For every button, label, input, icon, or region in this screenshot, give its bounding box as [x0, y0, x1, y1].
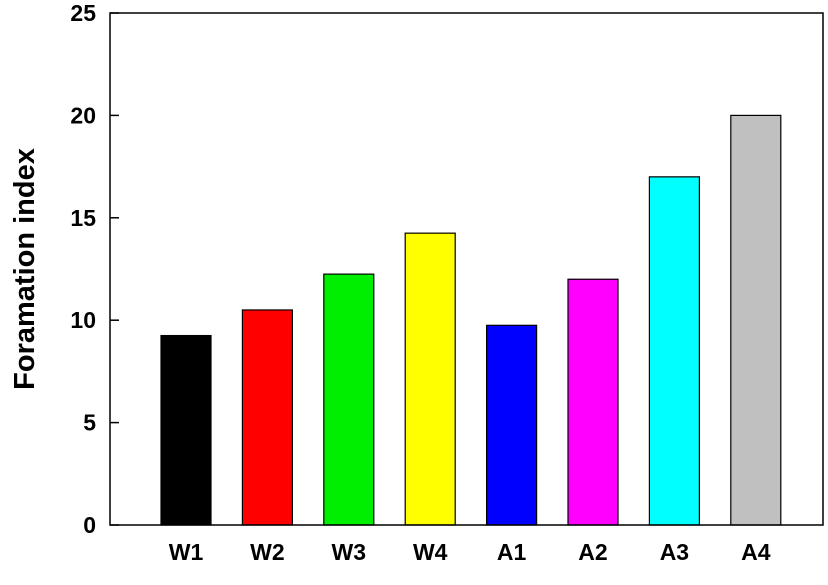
axes-layer — [109, 12, 824, 526]
x-tick-label-w4: W4 — [413, 539, 448, 565]
bar-a3 — [648, 176, 701, 526]
y-tick-label: 10 — [70, 307, 96, 333]
y-tick-label: 5 — [83, 410, 96, 436]
x-tick-label-w3: W3 — [332, 539, 367, 565]
x-tick-label-a3: A3 — [660, 539, 689, 565]
x-tick-label-w2: W2 — [250, 539, 285, 565]
y-tick-label: 25 — [70, 0, 96, 26]
bar-w2 — [241, 309, 293, 526]
x-tick-label-a2: A2 — [578, 539, 607, 565]
bar-w4 — [404, 232, 456, 526]
y-tick-label: 0 — [83, 512, 96, 538]
x-tick-label-a4: A4 — [741, 539, 771, 565]
y-axis-title: Foramation index — [9, 148, 41, 390]
plot-area-frame — [109, 12, 824, 526]
bar-a1 — [486, 324, 538, 526]
x-tick-label-a1: A1 — [497, 539, 527, 565]
x-axis-category-labels: W1 W2 W3 W4 A1 A2 A3 A4 — [169, 539, 771, 565]
y-tick-label: 15 — [70, 205, 96, 231]
bar-w3 — [323, 273, 375, 526]
bar-a4 — [730, 114, 782, 526]
bars-layer — [160, 114, 782, 526]
y-tick-label: 20 — [70, 102, 96, 128]
x-tick-label-w1: W1 — [169, 539, 204, 565]
y-axis-ticks: 0 5 10 15 20 25 — [70, 0, 119, 538]
bar-w1 — [160, 334, 212, 526]
bar-a2 — [567, 278, 619, 526]
